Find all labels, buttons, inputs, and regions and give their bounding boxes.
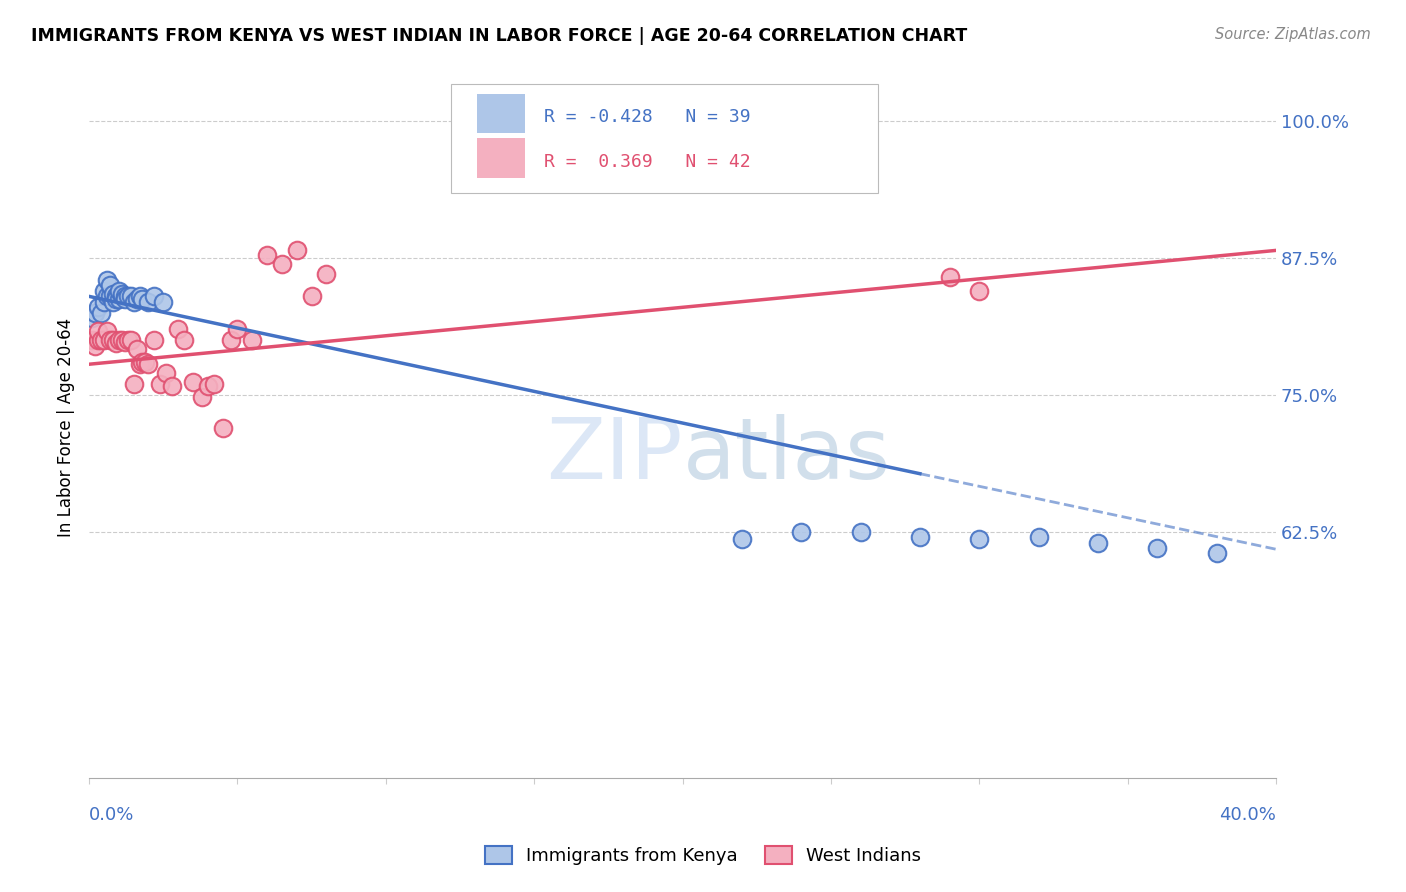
Point <box>87 325 110 339</box>
Text: ZIP: ZIP <box>546 414 682 497</box>
Point <box>202 376 225 391</box>
Point <box>138 357 160 371</box>
Point <box>84 338 107 352</box>
Point <box>90 333 112 347</box>
FancyBboxPatch shape <box>477 95 524 134</box>
Text: R = -0.428   N = 39: R = -0.428 N = 39 <box>544 108 751 127</box>
Point <box>167 322 190 336</box>
Point <box>967 284 990 298</box>
Point <box>226 322 249 336</box>
Point <box>1087 535 1109 549</box>
Point <box>111 287 134 301</box>
Point <box>221 333 243 347</box>
Point <box>197 379 219 393</box>
Point <box>143 289 166 303</box>
Point <box>111 333 134 347</box>
Point <box>93 333 115 347</box>
Point <box>790 524 813 539</box>
Point <box>114 289 136 303</box>
Point <box>96 273 118 287</box>
Point <box>181 375 204 389</box>
Point <box>155 366 177 380</box>
Point <box>908 530 931 544</box>
Point <box>84 306 107 320</box>
FancyBboxPatch shape <box>451 85 879 193</box>
Point <box>131 355 153 369</box>
Point <box>122 376 145 391</box>
Point <box>938 269 960 284</box>
Point <box>494 142 516 156</box>
Point <box>191 390 214 404</box>
Point <box>98 278 121 293</box>
Point <box>1146 541 1168 555</box>
Point <box>107 333 129 347</box>
Point <box>101 287 124 301</box>
Point <box>152 294 174 309</box>
Point <box>107 284 129 298</box>
Point <box>134 355 156 369</box>
Point <box>98 289 121 303</box>
Point <box>101 294 124 309</box>
Point <box>80 311 103 326</box>
Point <box>96 289 118 303</box>
Point <box>128 289 150 303</box>
Y-axis label: In Labor Force | Age 20-64: In Labor Force | Age 20-64 <box>58 318 75 537</box>
Point <box>98 333 121 347</box>
Point <box>111 289 134 303</box>
Point <box>173 333 195 347</box>
Point <box>849 524 872 539</box>
Point <box>114 292 136 306</box>
Point <box>80 333 103 347</box>
Point <box>149 376 172 391</box>
Point <box>122 294 145 309</box>
Point <box>93 284 115 298</box>
Point <box>87 333 110 347</box>
Point <box>93 294 115 309</box>
Point <box>125 292 148 306</box>
Point <box>301 289 323 303</box>
Point <box>90 306 112 320</box>
Point <box>211 421 233 435</box>
Point <box>104 292 127 306</box>
Text: 40.0%: 40.0% <box>1219 806 1277 824</box>
Point <box>96 325 118 339</box>
Point <box>285 244 308 258</box>
Point <box>120 333 142 347</box>
Point <box>117 333 139 347</box>
Point <box>114 335 136 350</box>
Text: Source: ZipAtlas.com: Source: ZipAtlas.com <box>1215 27 1371 42</box>
Point <box>160 379 183 393</box>
Point <box>240 333 263 347</box>
Point <box>256 248 278 262</box>
Point <box>128 357 150 371</box>
Point <box>1028 530 1050 544</box>
Point <box>315 268 337 282</box>
Text: IMMIGRANTS FROM KENYA VS WEST INDIAN IN LABOR FORCE | AGE 20-64 CORRELATION CHAR: IMMIGRANTS FROM KENYA VS WEST INDIAN IN … <box>31 27 967 45</box>
Point <box>138 294 160 309</box>
Point <box>967 533 990 547</box>
Legend: Immigrants from Kenya, West Indians: Immigrants from Kenya, West Indians <box>475 837 931 874</box>
Point <box>125 342 148 356</box>
Point <box>143 333 166 347</box>
Point <box>1205 545 1227 559</box>
Point <box>731 533 754 547</box>
Point <box>131 292 153 306</box>
Text: atlas: atlas <box>682 414 890 497</box>
Point <box>87 301 110 315</box>
FancyBboxPatch shape <box>477 138 524 178</box>
Point <box>101 333 124 347</box>
Point <box>271 256 294 270</box>
Text: 0.0%: 0.0% <box>89 806 135 824</box>
Point <box>104 289 127 303</box>
Point <box>104 336 127 351</box>
Point <box>107 292 129 306</box>
Point <box>120 289 142 303</box>
Point <box>117 289 139 303</box>
Text: R =  0.369   N = 42: R = 0.369 N = 42 <box>544 153 751 170</box>
